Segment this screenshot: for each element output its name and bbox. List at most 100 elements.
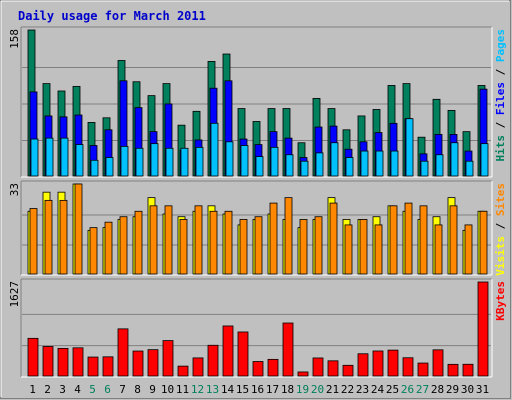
series-legend: KBytes xyxy=(494,281,507,321)
x-tick-label: 18 xyxy=(281,383,294,396)
bar-pages xyxy=(180,147,189,177)
bar-kbytes xyxy=(87,356,99,377)
bar-kbytes xyxy=(252,361,264,377)
bar-pages xyxy=(345,157,354,177)
bar-sites xyxy=(434,224,443,275)
bar-pages xyxy=(330,142,339,177)
series-kbytes xyxy=(27,281,489,377)
x-tick-label: 16 xyxy=(251,383,264,396)
bar-pages xyxy=(375,150,384,177)
bar-kbytes xyxy=(387,349,399,377)
bar-kbytes xyxy=(222,325,234,377)
x-tick-label: 2 xyxy=(44,383,51,396)
bar-pages xyxy=(60,137,69,177)
bar-sites xyxy=(209,210,218,275)
x-tick-label: 17 xyxy=(266,383,279,396)
panel-kbytes: 1627 KBytes xyxy=(8,278,507,378)
bar-kbytes xyxy=(237,331,249,377)
bar-pages xyxy=(360,150,369,177)
bar-sites xyxy=(389,205,398,275)
legend-entry: Visits xyxy=(494,236,507,276)
panel-pages-files-hits: 158 Hits / Files / Pages xyxy=(8,26,507,178)
bar-kbytes xyxy=(357,353,369,377)
x-tick-label: 8 xyxy=(134,383,141,396)
bar-sites xyxy=(44,199,53,275)
bar-sites xyxy=(134,210,143,275)
bar-kbytes xyxy=(132,350,144,377)
x-tick-label: 7 xyxy=(119,383,126,396)
bar-sites xyxy=(104,221,113,275)
bar-kbytes xyxy=(117,328,129,377)
bar-sites xyxy=(164,205,173,275)
bar-sites xyxy=(374,224,383,275)
bar-kbytes xyxy=(312,357,324,377)
bar-kbytes xyxy=(147,349,159,377)
legend-entry: / xyxy=(494,68,507,82)
bar-pages xyxy=(390,150,399,177)
bar-kbytes xyxy=(57,347,69,377)
series-legend: Visits / Sites xyxy=(494,183,507,276)
bar-sites xyxy=(224,210,233,275)
x-tick-label: 1 xyxy=(29,383,36,396)
bar-kbytes xyxy=(177,365,189,377)
y-max-label: 158 xyxy=(8,29,21,49)
x-tick-label: 20 xyxy=(311,383,324,396)
bar-sites xyxy=(149,205,158,275)
bar-pages xyxy=(225,141,234,177)
x-tick-label: 26 xyxy=(401,383,414,396)
x-tick-label: 6 xyxy=(104,383,111,396)
bar-pages xyxy=(135,147,144,177)
bar-sites xyxy=(314,216,323,275)
bar-sites xyxy=(449,205,458,275)
x-tick-label: 28 xyxy=(431,383,444,396)
bar-kbytes xyxy=(372,350,384,377)
bar-kbytes xyxy=(192,357,204,377)
bar-sites xyxy=(89,227,98,275)
x-tick-label: 27 xyxy=(416,383,429,396)
bar-kbytes xyxy=(72,347,84,377)
x-tick-label: 15 xyxy=(236,383,249,396)
bar-sites xyxy=(119,216,128,275)
bar-sites xyxy=(179,219,188,275)
bar-pages xyxy=(420,160,429,177)
bar-pages xyxy=(270,146,279,177)
x-tick-label: 3 xyxy=(59,383,66,396)
bar-pages xyxy=(285,154,294,177)
bar-pages xyxy=(75,144,84,177)
x-tick-label: 22 xyxy=(341,383,354,396)
bar-sites xyxy=(254,216,263,275)
panel-sites-visits: 33 Visits / Sites xyxy=(8,180,507,276)
x-tick-label: 13 xyxy=(206,383,219,396)
bar-sites xyxy=(419,205,428,275)
x-tick-label: 14 xyxy=(221,383,235,396)
bar-pages xyxy=(480,143,489,177)
legend-entry: / xyxy=(494,121,507,135)
bar-kbytes xyxy=(447,363,459,377)
bar-kbytes xyxy=(417,362,429,377)
bar-sites xyxy=(29,208,38,275)
bar-pages xyxy=(90,159,99,177)
bar-pages xyxy=(150,143,159,177)
x-tick-label: 4 xyxy=(74,383,81,396)
x-tick-label: 9 xyxy=(149,383,156,396)
bar-pages xyxy=(195,146,204,177)
bar-pages xyxy=(240,145,249,177)
x-tick-label: 25 xyxy=(386,383,399,396)
bar-sites xyxy=(269,202,278,275)
chart-panels: 158 Hits / Files / Pages 33 Visits / Sites 1… xyxy=(8,26,507,378)
x-tick-label: 29 xyxy=(446,383,459,396)
bar-pages xyxy=(450,142,459,177)
panel-background xyxy=(21,279,492,377)
legend-entry: Pages xyxy=(494,29,507,69)
bar-sites xyxy=(59,199,68,275)
bar-kbytes xyxy=(282,322,294,377)
legend-entry: / xyxy=(494,222,507,236)
bar-kbytes xyxy=(27,337,39,377)
legend-entry: Sites xyxy=(494,183,507,223)
bar-sites xyxy=(299,219,308,275)
bar-kbytes xyxy=(207,344,219,377)
x-tick-label: 24 xyxy=(371,383,385,396)
bar-pages xyxy=(120,146,129,177)
x-tick-label: 23 xyxy=(356,383,369,396)
